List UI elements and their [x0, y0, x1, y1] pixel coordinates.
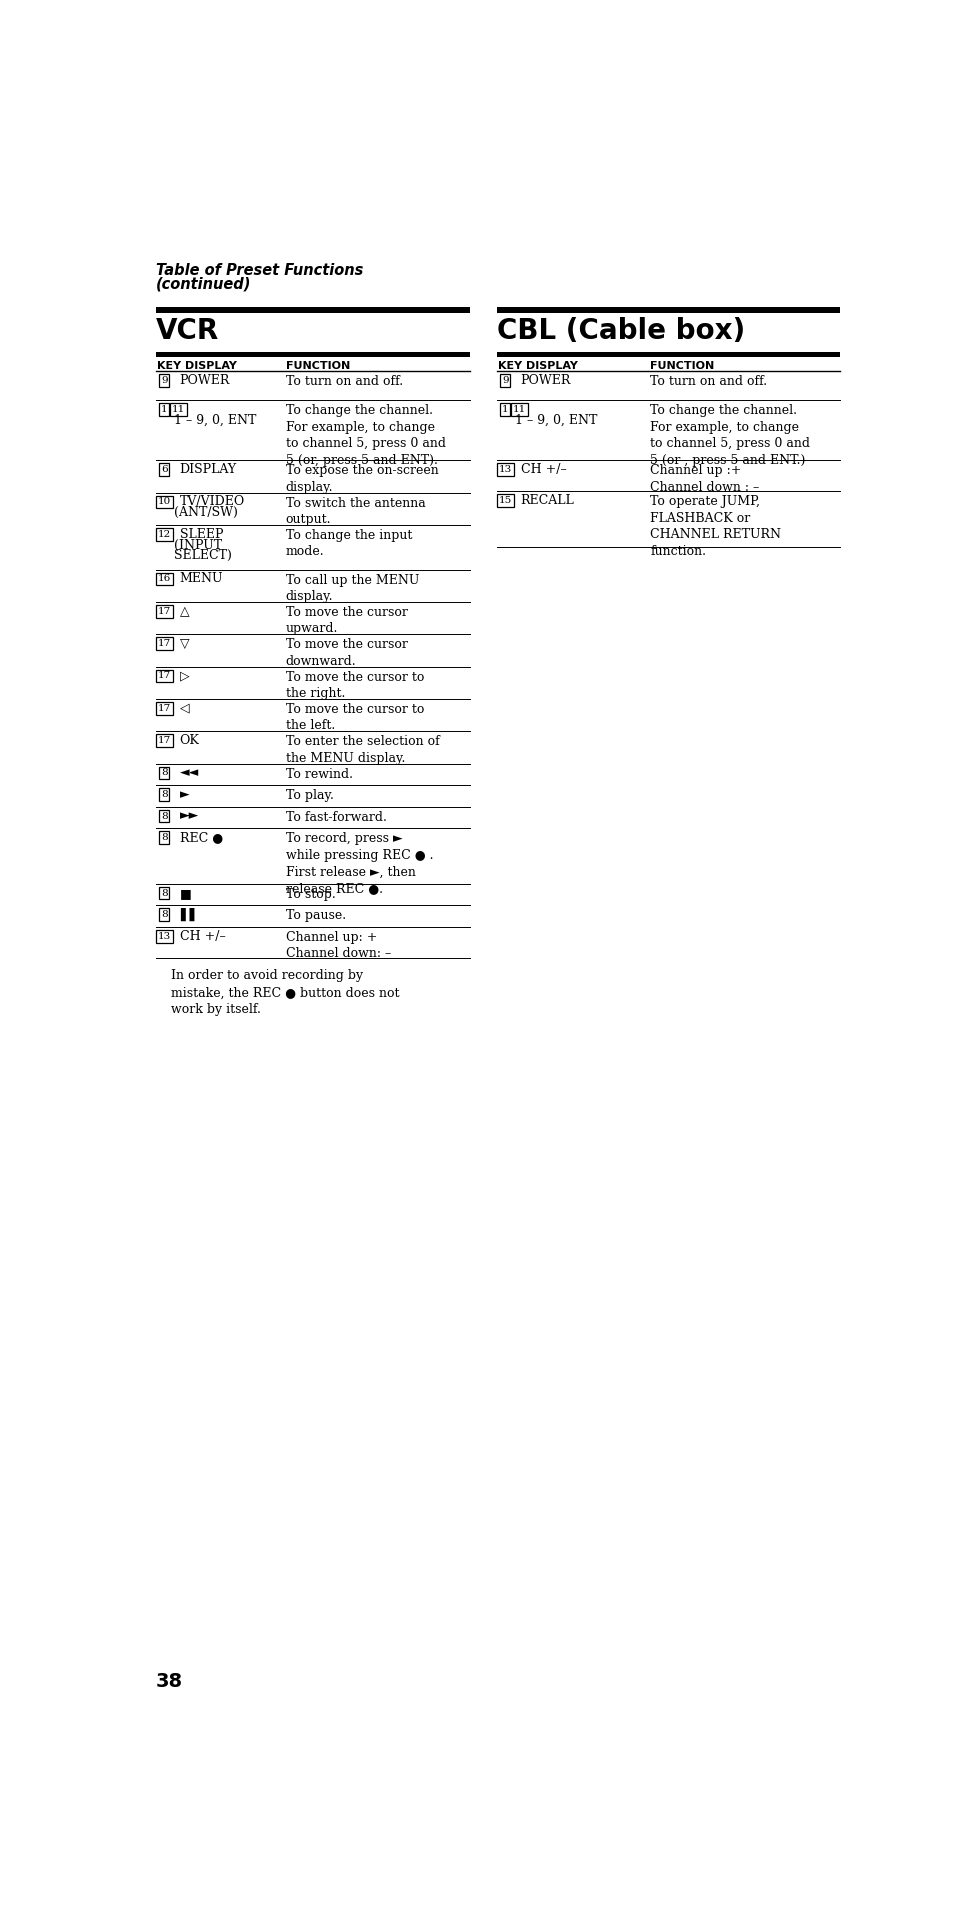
Bar [155, 352, 469, 358]
Text: Channel up: +
Channel down: –: Channel up: + Channel down: – [286, 932, 391, 960]
Text: VCR: VCR [155, 316, 218, 345]
Text: (ANT/SW): (ANT/SW) [174, 507, 238, 520]
Text: To move the cursor to
the left.: To move the cursor to the left. [286, 703, 424, 732]
Text: 8: 8 [161, 791, 168, 798]
Text: 17: 17 [157, 671, 171, 680]
Text: TV/VIDEO: TV/VIDEO [179, 495, 245, 509]
Text: POWER: POWER [520, 373, 571, 387]
Text: To call up the MENU
display.: To call up the MENU display. [286, 573, 418, 604]
Text: REC ●: REC ● [179, 831, 223, 844]
Text: To move the cursor
downward.: To move the cursor downward. [286, 638, 407, 669]
Text: ►: ► [179, 789, 189, 800]
Text: 8: 8 [161, 832, 168, 842]
Text: ▷: ▷ [179, 669, 189, 682]
Text: FUNCTION: FUNCTION [649, 362, 714, 371]
Text: 8: 8 [161, 911, 168, 920]
Text: ◄◄: ◄◄ [179, 766, 199, 779]
Text: CH +/–: CH +/– [520, 463, 566, 476]
Text: To stop.: To stop. [286, 888, 335, 901]
Text: To expose the on-screen
display.: To expose the on-screen display. [286, 465, 438, 493]
Text: 13: 13 [498, 465, 512, 474]
Text: ▽: ▽ [179, 636, 189, 650]
Text: 6: 6 [161, 465, 168, 474]
Text: RECALL: RECALL [520, 493, 574, 507]
Text: CBL (Cable box): CBL (Cable box) [497, 316, 744, 345]
Text: Channel up :+
Channel down : –: Channel up :+ Channel down : – [649, 465, 759, 493]
Text: ◁: ◁ [179, 701, 189, 714]
Text: 17: 17 [157, 735, 171, 745]
Text: To operate JUMP,
FLASHBACK or
CHANNEL RETURN
function.: To operate JUMP, FLASHBACK or CHANNEL RE… [649, 495, 781, 558]
Text: To move the cursor
upward.: To move the cursor upward. [286, 606, 407, 636]
Text: CH +/–: CH +/– [179, 930, 225, 943]
Text: 17: 17 [157, 703, 171, 712]
Text: FUNCTION: FUNCTION [286, 362, 350, 371]
Text: To turn on and off.: To turn on and off. [286, 375, 402, 389]
Text: To pause.: To pause. [286, 909, 346, 922]
Text: 38: 38 [155, 1673, 183, 1692]
Text: To record, press ►
while pressing REC ● .
First release ►, then
release REC ●.: To record, press ► while pressing REC ● … [286, 832, 433, 895]
Text: 1: 1 [501, 406, 508, 413]
Text: 9: 9 [501, 375, 508, 385]
Text: 17: 17 [157, 608, 171, 615]
Text: 12: 12 [157, 530, 171, 539]
Text: KEY DISPLAY: KEY DISPLAY [497, 362, 578, 371]
Text: 17: 17 [157, 640, 171, 648]
Text: SELECT): SELECT) [174, 549, 232, 562]
Text: 8: 8 [161, 812, 168, 821]
Text: (INPUT: (INPUT [174, 539, 222, 552]
Text: To switch the antenna
output.: To switch the antenna output. [286, 497, 425, 526]
Text: To move the cursor to
the right.: To move the cursor to the right. [286, 671, 424, 699]
Text: KEY DISPLAY: KEY DISPLAY [157, 362, 237, 371]
Text: SLEEP: SLEEP [179, 528, 223, 541]
Text: 11: 11 [172, 406, 185, 413]
Text: 1: 1 [161, 406, 168, 413]
Text: To rewind.: To rewind. [286, 768, 353, 781]
Text: 9: 9 [161, 375, 168, 385]
Text: To change the channel.
For example, to change
to channel 5, press 0 and
5 (or , : To change the channel. For example, to c… [649, 404, 809, 467]
Bar [497, 352, 840, 358]
Text: In order to avoid recording by
mistake, the REC ● button does not
work by itself: In order to avoid recording by mistake, … [171, 970, 399, 1017]
Text: To enter the selection of
the MENU display.: To enter the selection of the MENU displ… [286, 735, 439, 764]
Text: To turn on and off.: To turn on and off. [649, 375, 766, 389]
Text: 11: 11 [512, 406, 525, 413]
Text: 16: 16 [157, 575, 171, 583]
Text: DISPLAY: DISPLAY [179, 463, 236, 476]
Text: △: △ [179, 604, 189, 617]
Text: 13: 13 [157, 932, 171, 941]
Text: 8: 8 [161, 888, 168, 897]
Text: Table of Preset Functions: Table of Preset Functions [155, 263, 363, 278]
Text: To change the input
mode.: To change the input mode. [286, 530, 412, 558]
Text: To fast-forward.: To fast-forward. [286, 812, 386, 823]
Text: POWER: POWER [179, 373, 230, 387]
Text: 15: 15 [498, 495, 512, 505]
Text: 1 – 9, 0, ENT: 1 – 9, 0, ENT [515, 413, 597, 427]
Text: MENU: MENU [179, 572, 223, 585]
Text: ▌▌: ▌▌ [179, 909, 199, 922]
Text: OK: OK [179, 733, 199, 747]
Text: To play.: To play. [286, 789, 334, 802]
Text: 8: 8 [161, 768, 168, 777]
Bar [155, 307, 469, 312]
Text: ►►: ►► [179, 810, 199, 823]
Text: ■: ■ [179, 886, 192, 899]
Text: 10: 10 [157, 497, 171, 507]
Bar [497, 307, 840, 312]
Text: (continued): (continued) [155, 276, 251, 291]
Text: To change the channel.
For example, to change
to channel 5, press 0 and
5 (or, p: To change the channel. For example, to c… [286, 404, 445, 467]
Text: 1 – 9, 0, ENT: 1 – 9, 0, ENT [174, 413, 256, 427]
